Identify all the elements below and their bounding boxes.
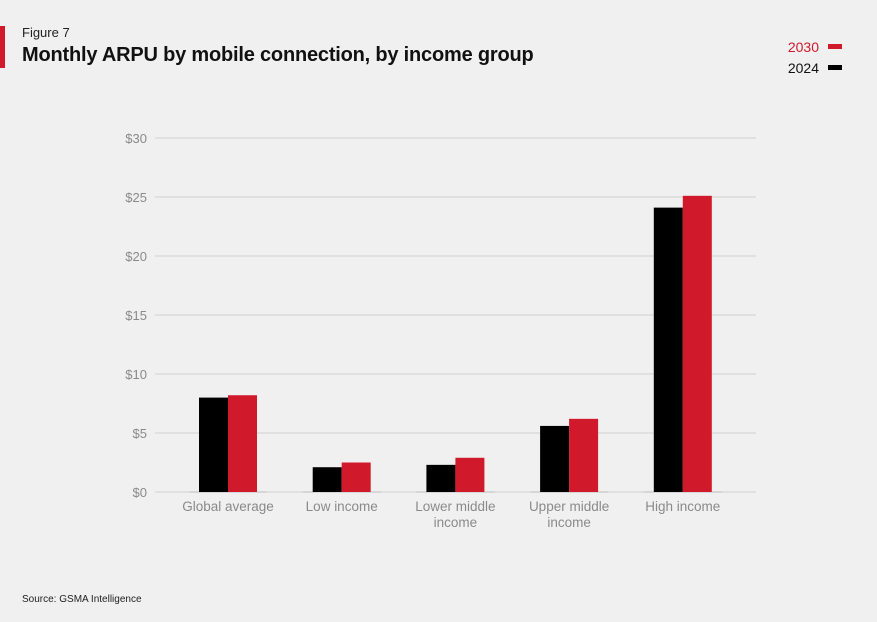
y-tick-label: $20 bbox=[125, 249, 147, 264]
legend-label-2024: 2024 bbox=[787, 59, 819, 76]
category-label: Low income bbox=[306, 499, 378, 514]
category-label: High income bbox=[645, 499, 720, 514]
bar-2030 bbox=[569, 418, 599, 492]
category-label-line: Lower middle bbox=[415, 499, 495, 514]
accent-bar bbox=[0, 26, 5, 68]
category-label-line: income bbox=[547, 515, 591, 530]
category-label: Lower middle income bbox=[415, 499, 495, 530]
category-label-line: Upper middle bbox=[529, 499, 609, 514]
bar-2024 bbox=[199, 397, 228, 492]
y-tick-label: $0 bbox=[133, 485, 147, 500]
legend-item-2030: 2030 bbox=[788, 36, 842, 57]
y-tick-label: $15 bbox=[125, 308, 147, 323]
figure-label: Figure 7 bbox=[22, 25, 70, 40]
legend-swatch-2030 bbox=[828, 44, 842, 49]
source-note: Source: GSMA Intelligence bbox=[22, 594, 142, 605]
category-label: Global average bbox=[182, 499, 274, 514]
bar-2024 bbox=[540, 425, 570, 492]
bar-2024 bbox=[426, 464, 456, 492]
y-tick-label: $25 bbox=[125, 190, 147, 205]
y-tick-label: $10 bbox=[125, 367, 147, 382]
bar-2030 bbox=[228, 395, 257, 492]
legend: 2030 2024 bbox=[788, 36, 842, 78]
y-tick-label: $5 bbox=[133, 426, 147, 441]
y-tick-label: $30 bbox=[125, 131, 147, 146]
legend-swatch-2024 bbox=[828, 65, 842, 70]
legend-item-2024: 2024 bbox=[788, 57, 842, 78]
bar-2024 bbox=[653, 207, 683, 492]
category-label: Upper middle income bbox=[529, 499, 609, 530]
bar-2030 bbox=[341, 462, 371, 492]
bar-2030 bbox=[682, 195, 712, 492]
chart-title: Monthly ARPU by mobile connection, by in… bbox=[22, 44, 534, 66]
legend-label-2030: 2030 bbox=[787, 38, 819, 55]
bar-2030 bbox=[455, 457, 485, 492]
category-label-line: Global average bbox=[182, 499, 274, 514]
bar-2024 bbox=[312, 467, 342, 492]
category-label-line: High income bbox=[645, 499, 720, 514]
category-label-line: Low income bbox=[306, 499, 378, 514]
category-label-line: income bbox=[434, 515, 478, 530]
